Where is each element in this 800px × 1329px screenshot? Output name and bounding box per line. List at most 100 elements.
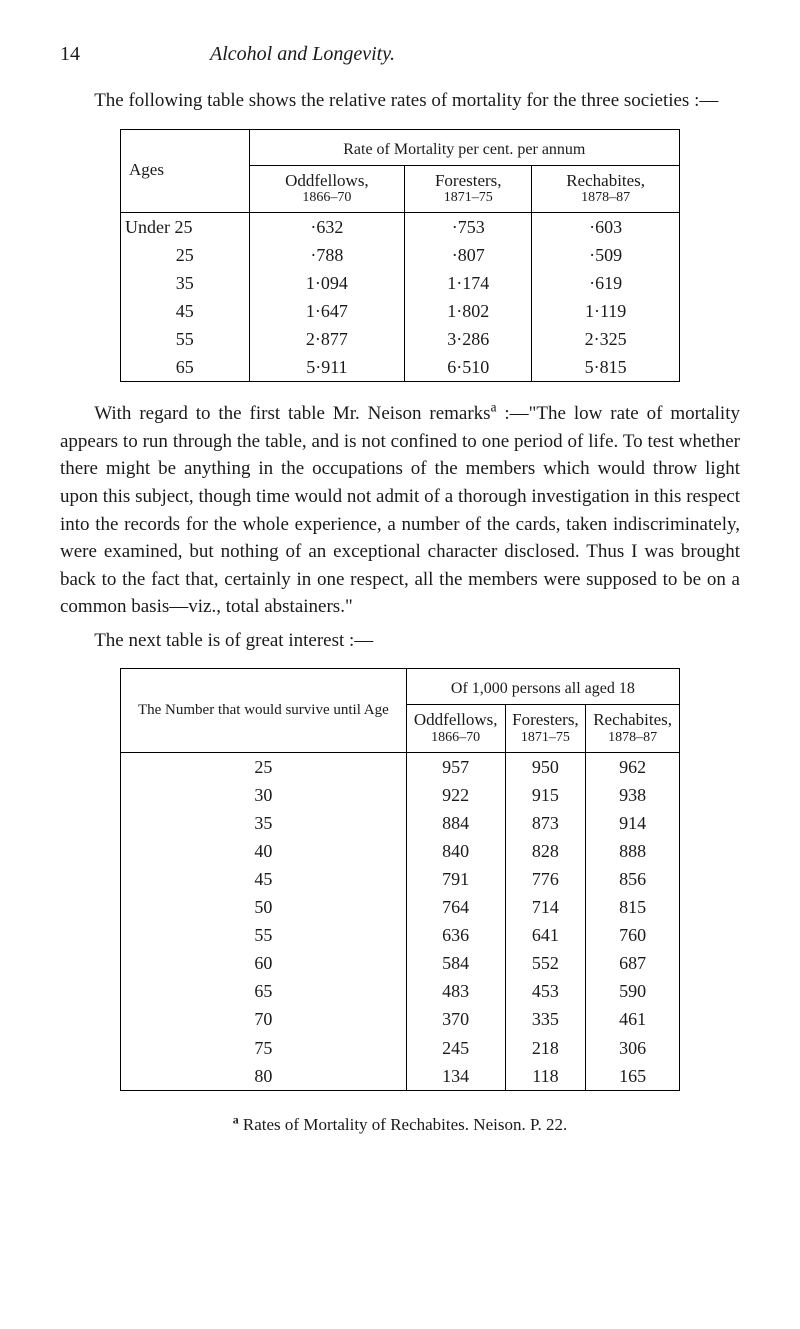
- table2-cell: 884: [406, 809, 505, 837]
- table2-cell: 370: [406, 1005, 505, 1033]
- table2-cell: 873: [505, 809, 586, 837]
- table1-col-top: Rechabites,: [566, 171, 645, 190]
- table2-cell: 687: [586, 949, 680, 977]
- table2-col-sub: 1878–87: [590, 730, 675, 745]
- table2-row-label: 35: [121, 809, 407, 837]
- table1-cell: ·753: [405, 212, 532, 241]
- table2-cell: 461: [586, 1005, 680, 1033]
- table2-col-sub: 1866–70: [411, 730, 501, 745]
- table2-cell: 764: [406, 893, 505, 921]
- table1-cell: 3·286: [405, 325, 532, 353]
- table2-cell: 957: [406, 752, 505, 781]
- table2-cell: 914: [586, 809, 680, 837]
- table1-cell: 6·510: [405, 353, 532, 382]
- table1-col-heading: Foresters, 1871–75: [405, 165, 532, 212]
- page-number: 14: [60, 40, 80, 69]
- table2-cell: 962: [586, 752, 680, 781]
- table1-col-sub: 1866–70: [254, 190, 401, 205]
- table2-row-label: 45: [121, 865, 407, 893]
- table1-cell: 5·911: [249, 353, 405, 382]
- table2-col-heading: Rechabites, 1878–87: [586, 705, 680, 752]
- table2-cell: 828: [505, 837, 586, 865]
- table2-cell: 335: [505, 1005, 586, 1033]
- table2-col-heading: Oddfellows, 1866–70: [406, 705, 505, 752]
- table2-row-label: 40: [121, 837, 407, 865]
- table1-row-label: 35: [121, 269, 250, 297]
- table2-col-top: Foresters,: [512, 710, 579, 729]
- table2-cell: 856: [586, 865, 680, 893]
- table2-cell: 888: [586, 837, 680, 865]
- table2-cell: 840: [406, 837, 505, 865]
- table2-cell: 453: [505, 977, 586, 1005]
- table2-row-label: 50: [121, 893, 407, 921]
- para2-text: :—"The low rate of mortality appears to …: [60, 403, 740, 617]
- intro-paragraph-1: The following table shows the relative r…: [60, 87, 740, 115]
- table2-span-heading: Of 1,000 persons all aged 18: [406, 669, 679, 705]
- table1-col-sub: 1878–87: [536, 190, 675, 205]
- table2-col-top: Oddfellows,: [414, 710, 498, 729]
- table1-ages-heading: Ages: [121, 129, 250, 212]
- table2-row-label: 70: [121, 1005, 407, 1033]
- intro-paragraph-3: The next table is of great interest :—: [60, 627, 740, 655]
- body-paragraph-2: With regard to the first table Mr. Neiso…: [60, 400, 740, 620]
- table2-col-top: Rechabites,: [593, 710, 672, 729]
- para2-prefix: With regard to the first table Mr. Neiso…: [94, 403, 490, 424]
- table1-row-label: 45: [121, 297, 250, 325]
- table2-cell: 134: [406, 1062, 505, 1091]
- table1-col-heading: Oddfellows, 1866–70: [249, 165, 405, 212]
- table2-cell: 218: [505, 1034, 586, 1062]
- table1-col-heading: Rechabites, 1878–87: [532, 165, 680, 212]
- table2-row-label: 75: [121, 1034, 407, 1062]
- table2-col-heading: Foresters, 1871–75: [505, 705, 586, 752]
- table1-cell: 1·094: [249, 269, 405, 297]
- footnote-text: Rates of Mortality of Rechabites. Neison…: [239, 1115, 568, 1134]
- table1-cell: ·632: [249, 212, 405, 241]
- table2-cell: 590: [586, 977, 680, 1005]
- page-header: 14 Alcohol and Longevity.: [60, 40, 740, 69]
- table2-cell: 915: [505, 781, 586, 809]
- table1-cell: 1·119: [532, 297, 680, 325]
- table2-row-label: 30: [121, 781, 407, 809]
- table2-row-label: 80: [121, 1062, 407, 1091]
- table1-col-top: Oddfellows,: [285, 171, 369, 190]
- table2-cell: 791: [406, 865, 505, 893]
- table2-cell: 584: [406, 949, 505, 977]
- table2-cell: 922: [406, 781, 505, 809]
- table2-cell: 636: [406, 921, 505, 949]
- table1-row-label: Under 25: [121, 212, 250, 241]
- table1-cell: ·603: [532, 212, 680, 241]
- table2-cell: 950: [505, 752, 586, 781]
- table2-ages-heading: The Number that would survive until Age: [121, 669, 407, 752]
- table2-row-label: 25: [121, 752, 407, 781]
- table2-row-label: 55: [121, 921, 407, 949]
- running-head: Alcohol and Longevity.: [210, 40, 395, 69]
- table1-cell: 5·815: [532, 353, 680, 382]
- table2-cell: 815: [586, 893, 680, 921]
- table1-row-label: 25: [121, 241, 250, 269]
- footnote: a Rates of Mortality of Rechabites. Neis…: [60, 1113, 740, 1138]
- table1-row-label: 55: [121, 325, 250, 353]
- table2-cell: 641: [505, 921, 586, 949]
- table1-cell: ·807: [405, 241, 532, 269]
- table2-row-label: 65: [121, 977, 407, 1005]
- table2-cell: 165: [586, 1062, 680, 1091]
- table2-cell: 245: [406, 1034, 505, 1062]
- table1-cell: 2·877: [249, 325, 405, 353]
- table1-span-heading: Rate of Mortality per cent. per annum: [249, 129, 679, 165]
- table2-cell: 714: [505, 893, 586, 921]
- table1-cell: 1·647: [249, 297, 405, 325]
- table1-cell: 1·802: [405, 297, 532, 325]
- survival-table: The Number that would survive until Age …: [120, 668, 680, 1090]
- table2-cell: 776: [505, 865, 586, 893]
- table2-cell: 552: [505, 949, 586, 977]
- table2-cell: 306: [586, 1034, 680, 1062]
- table1-cell: 2·325: [532, 325, 680, 353]
- table1-cell: ·788: [249, 241, 405, 269]
- table2-cell: 938: [586, 781, 680, 809]
- table2-cell: 483: [406, 977, 505, 1005]
- table1-cell: ·619: [532, 269, 680, 297]
- table1-col-sub: 1871–75: [409, 190, 527, 205]
- table1-row-label: 65: [121, 353, 250, 382]
- table1-col-top: Foresters,: [435, 171, 502, 190]
- table1-cell: ·509: [532, 241, 680, 269]
